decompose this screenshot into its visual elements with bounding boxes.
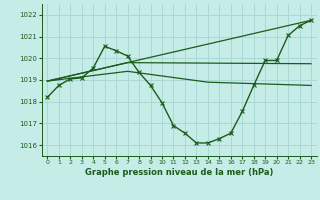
X-axis label: Graphe pression niveau de la mer (hPa): Graphe pression niveau de la mer (hPa) (85, 168, 273, 177)
